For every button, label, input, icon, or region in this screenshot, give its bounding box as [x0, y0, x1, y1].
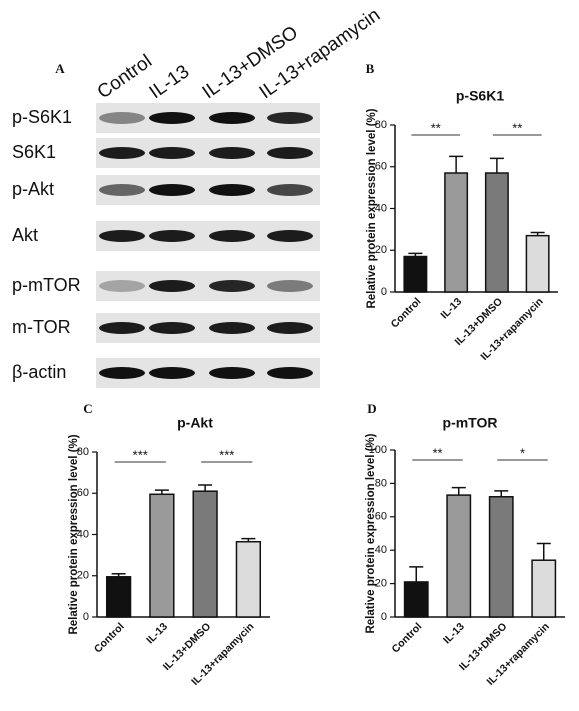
bar [403, 255, 428, 293]
y-tick-label: 20 [375, 244, 387, 256]
bar [525, 234, 550, 293]
blot-band [209, 230, 255, 242]
y-axis-title: Relative protein expression level (%) [68, 434, 80, 634]
blot-band [267, 230, 313, 242]
significance-label: ** [432, 445, 442, 460]
blot-band [149, 230, 195, 242]
panel-label: D [367, 401, 376, 416]
y-tick-label: 20 [77, 570, 89, 582]
bar [484, 172, 509, 293]
significance-label: *** [219, 447, 234, 462]
y-axis-title: Relative protein expression level (%) [366, 108, 378, 308]
error-bar [530, 231, 545, 236]
significance-label: *** [133, 447, 148, 462]
bar [192, 490, 218, 618]
y-tick-label: 40 [375, 202, 387, 214]
bar [446, 494, 472, 618]
row-label: Akt [12, 225, 38, 245]
error-bar [449, 155, 464, 174]
blot-band [267, 184, 313, 196]
blot-band [99, 184, 145, 196]
blot-band [209, 147, 255, 159]
blot-band [267, 147, 313, 159]
y-tick-label: 100 [369, 444, 387, 456]
y-axis-title: Relative protein expression level (%) [365, 433, 377, 633]
error-bar [241, 537, 256, 542]
bar [444, 172, 469, 293]
blot-band [149, 112, 195, 124]
error-bar [489, 157, 504, 174]
blot-band [267, 322, 313, 334]
chart-title: p-Akt [177, 415, 213, 431]
blot-band [267, 280, 313, 292]
blot-band [99, 112, 145, 124]
panel-label: C [83, 401, 92, 416]
panel-label: B [366, 61, 375, 76]
blot-band [149, 367, 195, 379]
y-tick-label: 80 [375, 477, 387, 489]
blot-band [149, 147, 195, 159]
blot-band [99, 230, 145, 242]
y-tick-label: 80 [375, 119, 387, 131]
row-label: β-actin [12, 362, 66, 382]
y-tick-label: 0 [83, 611, 89, 623]
panel-label: A [55, 61, 65, 76]
error-bar [408, 252, 423, 257]
y-tick-label: 60 [375, 511, 387, 523]
blot-band [99, 367, 145, 379]
blot-band [99, 147, 145, 159]
blot-band [209, 280, 255, 292]
significance-label: ** [431, 120, 441, 135]
bar [531, 559, 557, 618]
blot-band [149, 322, 195, 334]
blot-band [99, 280, 145, 292]
error-bar [409, 566, 424, 582]
error-bar [198, 484, 213, 492]
row-label: p-S6K1 [12, 107, 72, 127]
bar [149, 493, 175, 618]
bar [105, 576, 132, 618]
row-label: m-TOR [12, 317, 71, 337]
bar [235, 540, 262, 618]
error-bar [451, 486, 466, 496]
blot-band [267, 112, 313, 124]
blot-band [149, 184, 195, 196]
y-tick-label: 60 [375, 161, 387, 173]
row-label: p-Akt [12, 179, 54, 199]
chart-title: p-S6K1 [456, 88, 504, 104]
y-tick-label: 60 [77, 487, 89, 499]
y-tick-label: 0 [381, 611, 387, 623]
significance-label: * [520, 445, 525, 460]
y-tick-label: 40 [375, 544, 387, 556]
blot-band [149, 280, 195, 292]
row-label: S6K1 [12, 142, 56, 162]
blot-band [99, 322, 145, 334]
y-tick-label: 0 [381, 286, 387, 298]
error-bar [494, 490, 509, 497]
error-bar [536, 542, 551, 561]
row-label: p-mTOR [12, 275, 81, 295]
bar [403, 581, 429, 618]
error-bar [154, 489, 169, 495]
y-tick-label: 20 [375, 578, 387, 590]
blot-band [209, 184, 255, 196]
y-tick-label: 40 [77, 528, 89, 540]
blot-band [209, 322, 255, 334]
blot-band [209, 367, 255, 379]
error-bar [111, 572, 126, 577]
chart-title: p-mTOR [443, 415, 498, 431]
blot-band [209, 112, 255, 124]
y-tick-label: 80 [77, 446, 89, 458]
blot-band [267, 367, 313, 379]
significance-label: ** [512, 120, 522, 135]
bar [488, 496, 514, 618]
